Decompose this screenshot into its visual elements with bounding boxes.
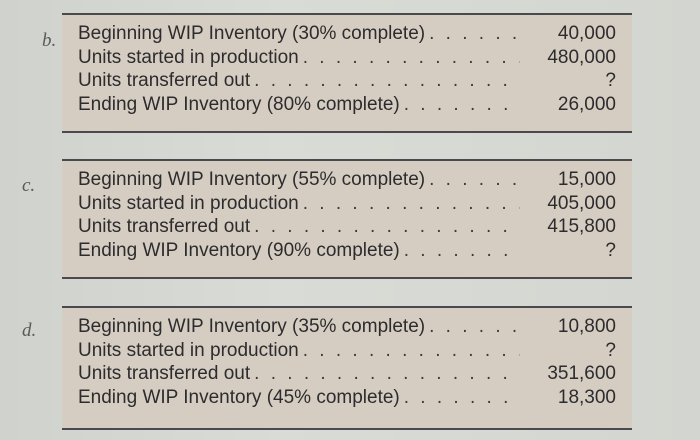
data-box-d: Beginning WIP Inventory (35% complete) 1…: [62, 306, 632, 430]
leader-dots: [404, 94, 520, 116]
leader-dots: [254, 70, 520, 92]
table-row: Ending WIP Inventory (80% complete) 26,0…: [78, 94, 632, 118]
row-value: 480,000: [547, 46, 616, 68]
table-row: Units started in production ?: [78, 340, 632, 364]
table-row: Units transferred out ?: [78, 70, 632, 94]
section-letter-d: d.: [22, 320, 37, 341]
table-row: Beginning WIP Inventory (35% complete) 1…: [78, 316, 632, 340]
leader-dots: [303, 340, 520, 362]
row-label: Ending WIP Inventory (90% complete): [78, 239, 400, 261]
leader-dots: [429, 316, 520, 338]
table-row: Ending WIP Inventory (45% complete) 18,3…: [78, 387, 632, 411]
row-label: Ending WIP Inventory (80% complete): [78, 93, 400, 115]
row-label: Units transferred out: [78, 70, 251, 91]
row-label: Beginning WIP Inventory (30% complete): [78, 23, 426, 44]
row-label: Units started in production: [78, 46, 299, 68]
table-row: Beginning WIP Inventory (30% complete) 4…: [78, 23, 632, 47]
row-value: 10,800: [557, 316, 616, 337]
row-label: Units started in production: [78, 339, 299, 361]
data-box-b: Beginning WIP Inventory (30% complete) 4…: [62, 13, 632, 133]
row-value: 415,800: [547, 216, 616, 237]
row-value: 18,300: [557, 386, 616, 408]
data-box-c: Beginning WIP Inventory (55% complete) 1…: [62, 159, 632, 279]
table-row: Units started in production 480,000: [78, 47, 632, 71]
row-value: 26,000: [557, 93, 616, 115]
row-value: ?: [605, 70, 616, 91]
row-value: ?: [605, 339, 616, 361]
row-label: Beginning WIP Inventory (35% complete): [78, 316, 426, 337]
leader-dots: [429, 169, 520, 191]
row-value: 15,000: [557, 169, 616, 190]
table-row: Beginning WIP Inventory (55% complete) 1…: [78, 169, 632, 193]
row-value: 40,000: [557, 23, 616, 44]
row-label: Ending WIP Inventory (45% complete): [78, 386, 400, 408]
section-letter-c: c.: [22, 175, 36, 196]
row-value: 405,000: [547, 192, 616, 214]
table-row: Units transferred out 415,800: [78, 216, 632, 240]
leader-dots: [404, 387, 520, 409]
row-label: Beginning WIP Inventory (55% complete): [78, 169, 426, 190]
section-letter-b: b.: [42, 30, 57, 51]
table-row: Units started in production 405,000: [78, 193, 632, 217]
leader-dots: [254, 363, 520, 385]
leader-dots: [254, 216, 520, 238]
row-value: 351,600: [547, 363, 616, 384]
leader-dots: [404, 240, 520, 262]
row-value: ?: [605, 239, 616, 261]
leader-dots: [303, 193, 520, 215]
table-row: Ending WIP Inventory (90% complete) ?: [78, 240, 632, 264]
row-label: Units started in production: [78, 192, 299, 214]
leader-dots: [429, 23, 520, 45]
leader-dots: [303, 47, 520, 69]
table-row: Units transferred out 351,600: [78, 363, 632, 387]
row-label: Units transferred out: [78, 363, 251, 384]
row-label: Units transferred out: [78, 216, 251, 237]
